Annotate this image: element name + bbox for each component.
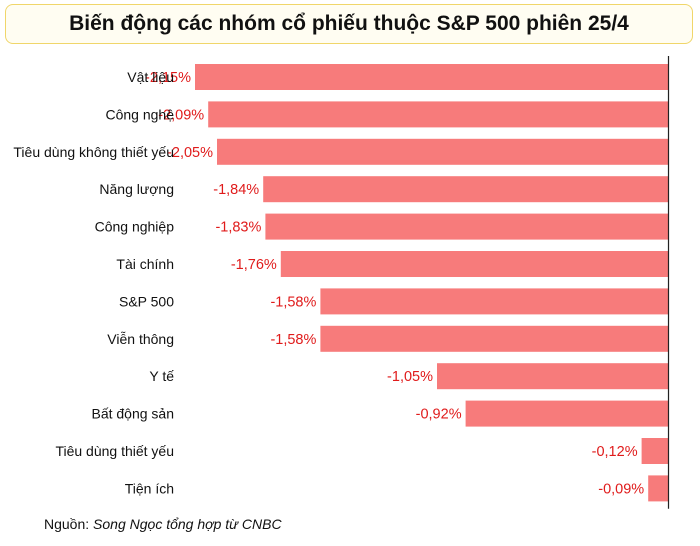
category-label: Năng lượng [99,181,174,197]
bar [280,251,668,277]
data-label: -1,83% [215,220,261,236]
data-label: -0,92% [416,407,462,423]
category-label: Y tế [149,368,174,384]
bar-chart: -2,15%Vật liệu-2,09%Công nghệ-2,05%Tiêu … [13,56,670,509]
category-label: S&P 500 [119,293,174,309]
category-label: Công nghệ [105,106,174,122]
bar [217,138,668,165]
bar [320,288,668,315]
bar [437,363,668,390]
category-label: Bất động sản [91,406,174,422]
source-label: Nguồn: [44,516,90,532]
category-label: Vật liệu [127,69,174,85]
chart-title: Biến động các nhóm cổ phiếu thuộc S&P 50… [69,12,629,35]
data-label: -1,05% [387,369,433,385]
category-label: Viễn thông [107,331,174,347]
bar [465,400,668,427]
data-label: -1,58% [270,294,316,310]
bar [265,213,668,240]
source-note: Nguồn: Song Ngọc tổng hợp từ CNBC [44,516,282,532]
data-label: -0,12% [592,444,638,460]
chart-title-box: Biến động các nhóm cổ phiếu thuộc S&P 50… [5,4,693,44]
category-label: Công nghiệp [95,219,175,235]
source-text: Song Ngọc tổng hợp từ CNBC [93,516,282,532]
data-label: -1,76% [231,257,277,273]
bar [641,438,668,464]
data-label: -2,15% [145,70,191,86]
category-label: Tài chính [116,256,174,272]
bar [648,475,668,502]
data-label: -0,09% [598,481,644,497]
bar [195,64,668,90]
bar [263,176,668,203]
data-label: -1,84% [213,182,259,198]
bar [320,325,668,352]
category-label: Tiêu dùng thiết yếu [55,443,174,459]
category-label: Tiện ích [125,480,174,496]
data-label: -2,09% [158,107,204,123]
data-label: -1,58% [270,332,316,348]
data-label: -2,05% [167,145,213,161]
category-label: Tiêu dùng không thiết yếu [13,144,174,160]
bar [208,101,668,128]
